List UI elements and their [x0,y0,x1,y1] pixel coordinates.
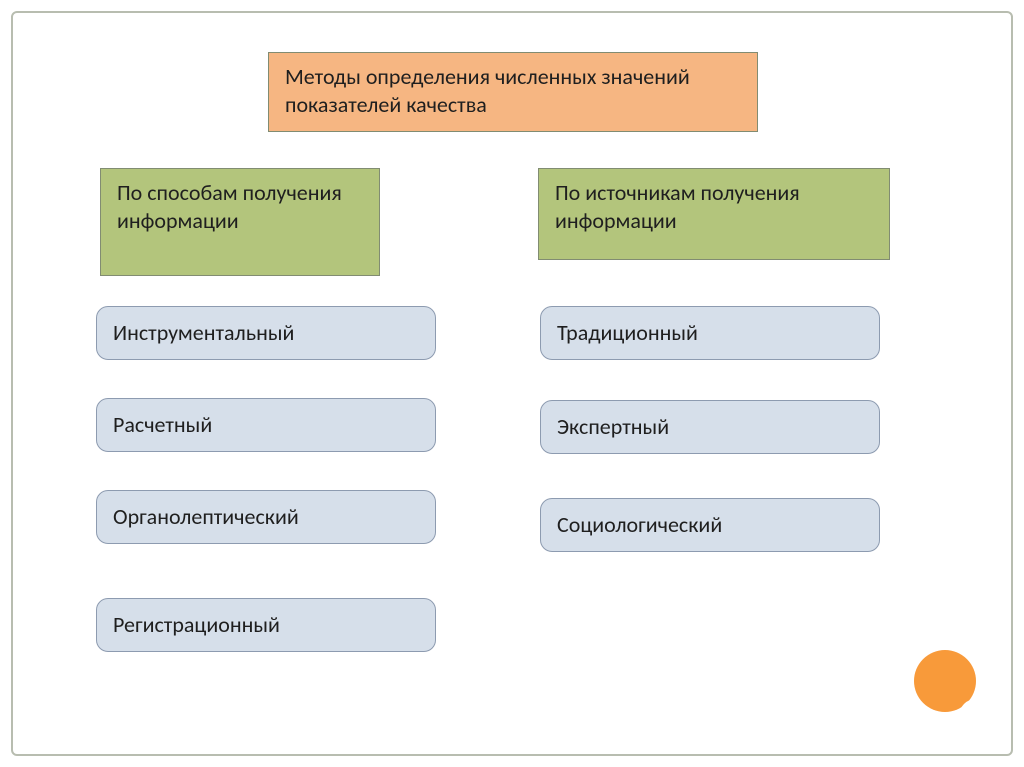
item-label: Расчетный [113,411,212,439]
item-label: Инструментальный [113,319,294,347]
item-left-1: Расчетный [96,398,436,452]
category-left-label: По способам получения информации [117,179,363,234]
slide: Методы определения численных значений по… [0,0,1024,767]
title-text: Методы определения численных значений по… [285,63,741,118]
category-left: По способам получения информации [100,168,380,276]
title-box: Методы определения численных значений по… [268,52,758,132]
category-right-label: По источникам получения информации [555,179,873,234]
item-label: Традиционный [557,319,698,347]
item-label: Экспертный [557,413,669,441]
item-right-1: Экспертный [540,400,880,454]
category-right: По источникам получения информации [538,168,890,260]
item-right-0: Традиционный [540,306,880,360]
item-label: Социологический [557,511,722,539]
accent-circle-cutout [959,699,993,733]
item-left-3: Регистрационный [96,598,436,652]
item-left-0: Инструментальный [96,306,436,360]
item-label: Органолептический [113,503,299,531]
item-label: Регистрационный [113,611,280,639]
item-right-2: Социологический [540,498,880,552]
item-left-2: Органолептический [96,490,436,544]
